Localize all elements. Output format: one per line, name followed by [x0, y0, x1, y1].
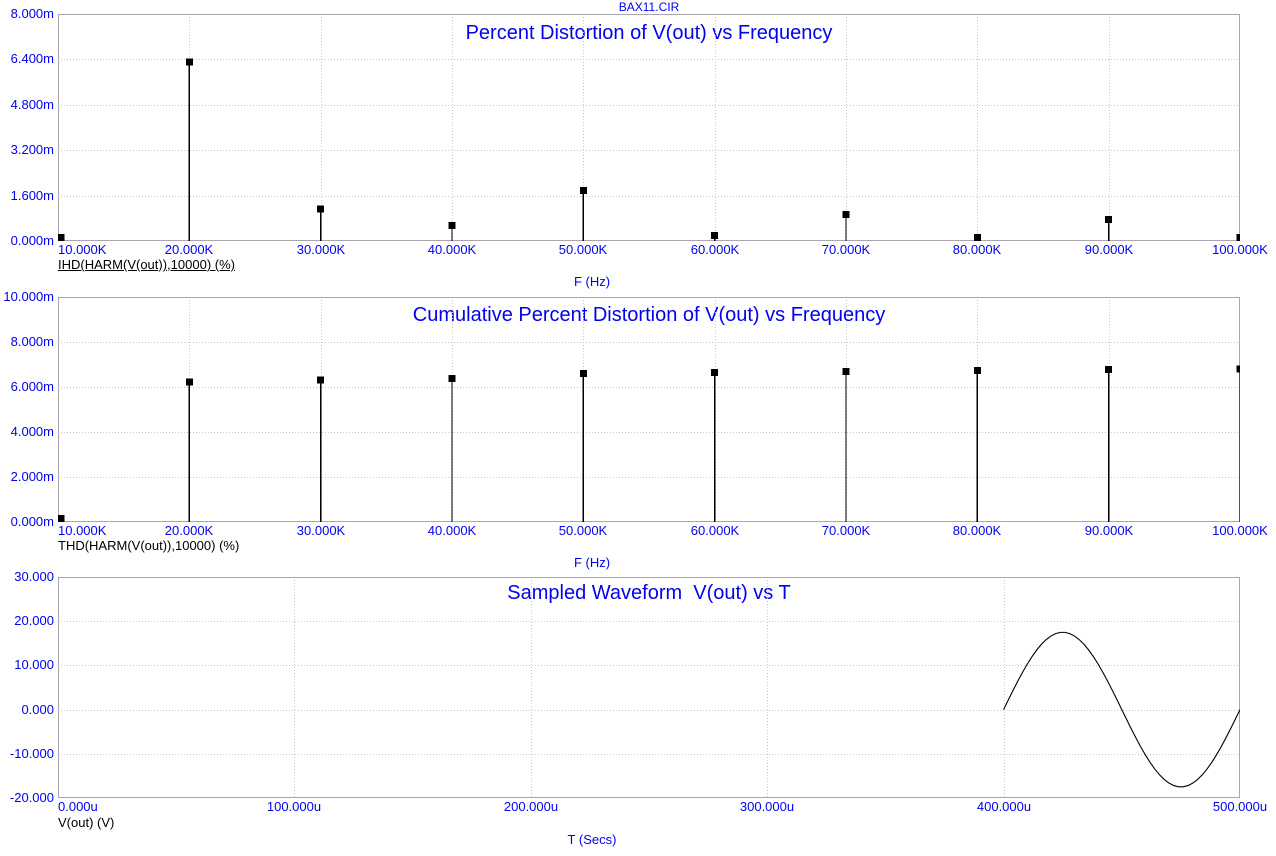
y-tick-label: 4.800m — [10, 97, 54, 112]
chart-title-ihd: Percent Distortion of V(out) vs Frequenc… — [465, 22, 833, 44]
x-tick-label: 70.000K — [821, 523, 871, 538]
legend-ihd[interactable]: IHD(HARM(V(out)),10000) (%) — [58, 257, 235, 272]
window-title: BAX11.CIR — [618, 0, 680, 14]
x-tick-label: 40.000K — [427, 523, 477, 538]
x-axis-title-frequency-2: F (Hz) — [573, 555, 611, 570]
x-tick-label: 90.000K — [1084, 242, 1134, 257]
chart-title-waveform: Sampled Waveform V(out) vs T — [507, 582, 791, 604]
x-axis-title-time: T (Secs) — [567, 832, 617, 847]
x-tick-label: 20.000K — [164, 242, 214, 257]
x-tick-label: 300.000u — [739, 799, 795, 814]
y-tick-label: -20.000 — [9, 790, 54, 805]
legend-vout[interactable]: V(out) (V) — [58, 815, 115, 830]
x-tick-label: 100.000u — [266, 799, 322, 814]
x-tick-label: 60.000K — [690, 242, 740, 257]
x-tick-label: 200.000u — [503, 799, 559, 814]
x-tick-label: 0.000u — [58, 799, 98, 814]
x-tick-label: 500.000u — [1212, 799, 1268, 814]
y-tick-label: 8.000m — [10, 334, 54, 349]
x-tick-label: 70.000K — [821, 242, 871, 257]
y-tick-label: -10.000 — [9, 746, 54, 761]
y-tick-label: 3.200m — [10, 142, 54, 157]
y-tick-label: 10.000 — [14, 657, 54, 672]
y-tick-label: 2.000m — [10, 469, 54, 484]
plot-area-waveform[interactable] — [58, 577, 1240, 798]
y-tick-label: 0.000m — [10, 233, 54, 248]
x-tick-label: 50.000K — [558, 242, 608, 257]
chart-title-thd: Cumulative Percent Distortion of V(out) … — [412, 304, 886, 326]
y-tick-label: 8.000m — [10, 6, 54, 21]
x-tick-label: 20.000K — [164, 523, 214, 538]
y-tick-label: 20.000 — [14, 613, 54, 628]
y-tick-label: 10.000m — [3, 289, 54, 304]
x-tick-label: 80.000K — [952, 242, 1002, 257]
x-tick-label: 50.000K — [558, 523, 608, 538]
x-tick-label: 30.000K — [296, 523, 346, 538]
x-tick-label: 40.000K — [427, 242, 477, 257]
legend-thd[interactable]: THD(HARM(V(out)),10000) (%) — [58, 538, 240, 553]
x-axis-title-frequency-1: F (Hz) — [573, 274, 611, 289]
x-tick-label: 30.000K — [296, 242, 346, 257]
x-tick-label: 10.000K — [58, 242, 107, 257]
x-tick-label: 400.000u — [976, 799, 1032, 814]
plot-area-ihd[interactable] — [58, 14, 1240, 241]
x-tick-label: 100.000K — [1212, 242, 1268, 257]
y-tick-label: 30.000 — [14, 569, 54, 584]
y-tick-label: 0.000m — [10, 514, 54, 529]
x-tick-label: 80.000K — [952, 523, 1002, 538]
y-tick-label: 4.000m — [10, 424, 54, 439]
y-tick-label: 0.000 — [21, 702, 54, 717]
plot-area-thd[interactable] — [58, 297, 1240, 522]
x-tick-label: 90.000K — [1084, 523, 1134, 538]
x-tick-label: 100.000K — [1212, 523, 1268, 538]
x-tick-label: 10.000K — [58, 523, 107, 538]
y-tick-label: 6.400m — [10, 51, 54, 66]
y-tick-label: 1.600m — [10, 188, 54, 203]
y-tick-label: 6.000m — [10, 379, 54, 394]
x-tick-label: 60.000K — [690, 523, 740, 538]
